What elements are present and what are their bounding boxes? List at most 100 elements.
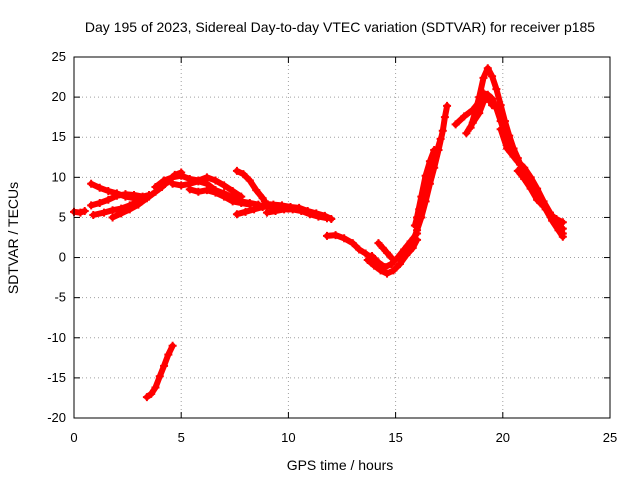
data-point: [383, 269, 392, 278]
data-point: [202, 186, 211, 195]
data-point: [526, 184, 535, 193]
data-point: [483, 93, 492, 102]
y-tick-label: -20: [47, 410, 66, 425]
data-point: [260, 199, 269, 208]
data-point: [509, 152, 518, 161]
data-point: [413, 226, 422, 235]
data-point: [460, 112, 469, 121]
data-point: [421, 171, 430, 180]
data-point: [121, 192, 130, 201]
data-point: [558, 232, 567, 241]
data-point: [297, 207, 306, 216]
data-point: [164, 350, 173, 359]
data-point: [410, 221, 419, 230]
data-point: [237, 199, 246, 208]
data-point: [552, 215, 561, 224]
data-point: [155, 372, 164, 381]
data-point: [250, 205, 259, 214]
y-tick-label: -5: [54, 290, 66, 305]
data-point: [228, 197, 237, 206]
data-point: [322, 231, 331, 240]
data-point: [475, 109, 484, 118]
data-point: [479, 97, 488, 106]
data-point: [400, 245, 409, 254]
data-point: [211, 176, 220, 185]
data-point: [241, 207, 250, 216]
y-tick-label: 20: [52, 89, 66, 104]
data-point: [496, 125, 505, 134]
data-point: [160, 176, 169, 185]
data-point: [177, 171, 186, 180]
data-point: [554, 226, 563, 235]
data-point: [361, 249, 370, 258]
data-point: [125, 205, 134, 214]
data-point: [515, 160, 524, 169]
y-tick-label: 15: [52, 129, 66, 144]
data-point: [340, 234, 349, 243]
data-point: [468, 118, 477, 127]
data-point: [112, 189, 121, 198]
data-point: [374, 239, 383, 248]
data-point: [89, 211, 98, 220]
data-point: [387, 253, 396, 262]
data-point: [134, 200, 143, 209]
data-point: [305, 210, 314, 219]
data-point: [142, 393, 151, 402]
x-tick-label: 10: [281, 430, 295, 445]
data-point: [87, 201, 96, 210]
data-point: [492, 85, 501, 94]
data-point: [288, 205, 297, 214]
data-point: [430, 146, 439, 155]
data-point: [462, 129, 471, 138]
axis-ticks: 0 5 10 15 20 25 -20 -15 -10 -5 0 5 10 15 20 25: [47, 49, 617, 445]
data-point: [76, 208, 85, 217]
data-point: [389, 266, 398, 275]
data-point: [262, 208, 271, 217]
data-point: [505, 131, 514, 140]
data-point: [220, 181, 229, 190]
data-point: [475, 93, 484, 102]
data-point: [425, 157, 434, 166]
data-point: [280, 205, 289, 214]
data-point: [108, 206, 117, 215]
data-point: [380, 263, 389, 272]
data-point: [503, 144, 512, 153]
data-point: [348, 239, 357, 248]
y-tick-label: 10: [52, 169, 66, 184]
data-point: [513, 166, 522, 175]
data-point: [443, 101, 452, 110]
data-point: [142, 194, 151, 203]
data-point: [252, 186, 261, 195]
data-point: [558, 218, 567, 227]
data-point: [479, 73, 488, 82]
data-point: [488, 101, 497, 110]
data-point: [413, 213, 422, 222]
data-point: [533, 195, 542, 204]
data-point: [378, 243, 387, 252]
data-point: [117, 209, 126, 218]
grid: [74, 57, 610, 418]
x-tick-label: 25: [603, 430, 617, 445]
data-point: [271, 207, 280, 216]
y-tick-label: 25: [52, 49, 66, 64]
y-axis-label: SDTVAR / TECUs: [5, 182, 21, 294]
data-point: [104, 186, 113, 195]
data-point: [220, 192, 229, 201]
data-point: [322, 214, 331, 223]
data-point: [232, 210, 241, 219]
data-point: [185, 185, 194, 194]
y-tick-label: -10: [47, 330, 66, 345]
data-point: [177, 181, 186, 190]
data-point: [496, 101, 505, 110]
x-tick-label: 15: [388, 430, 402, 445]
data-point: [314, 212, 323, 221]
data-point: [104, 195, 113, 204]
data-point: [331, 231, 340, 240]
data-point: [539, 202, 548, 211]
x-tick-label: 5: [178, 430, 185, 445]
data-point: [520, 174, 529, 183]
y-tick-label: -15: [47, 370, 66, 385]
data-point: [451, 120, 460, 129]
data-point: [440, 113, 449, 122]
data-point: [80, 207, 89, 216]
